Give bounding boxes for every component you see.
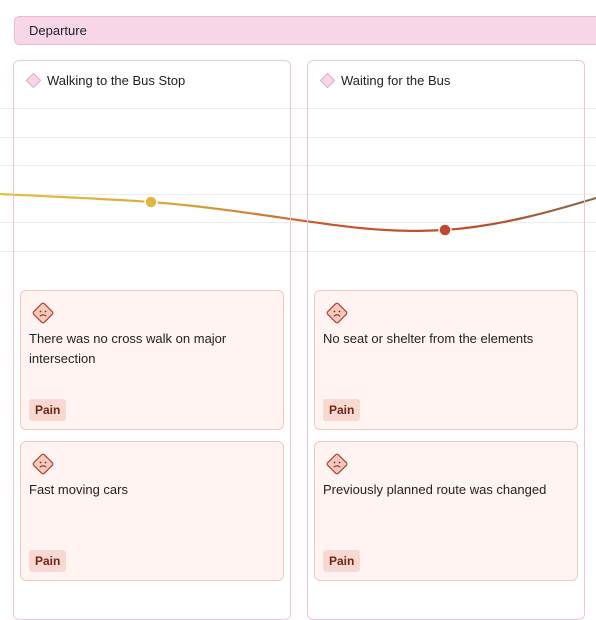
emotion-chart (0, 108, 596, 252)
pain-icon (31, 301, 55, 330)
step-title: Walking to the Bus Stop (47, 73, 186, 88)
card-tag: Pain (323, 550, 361, 572)
card-text: No seat or shelter from the elements (323, 331, 534, 346)
pain-card: No seat or shelter from the elements Pain (314, 290, 578, 430)
page: Departure Walking to the Bus Stop There w… (0, 16, 596, 620)
pain-card: There was no cross walk on major interse… (20, 290, 284, 430)
emotion-point (438, 223, 452, 237)
card-tag: Pain (323, 399, 361, 421)
pain-icon (31, 452, 55, 481)
pain-icon (325, 301, 349, 330)
pain-card: Previously planned route was changed Pain (314, 441, 578, 581)
card-text: Previously planned route was changed (323, 482, 547, 497)
step-icon (319, 72, 336, 89)
step-column: Waiting for the Bus No seat or shelter fr… (307, 60, 585, 620)
emotion-curve (0, 192, 596, 232)
card-tag: Pain (29, 550, 67, 572)
pain-icon (325, 452, 349, 481)
pain-card: Fast moving cars Pain (20, 441, 284, 581)
step-icon (25, 72, 42, 89)
stage-header: Departure (14, 16, 596, 45)
card-text: There was no cross walk on major interse… (29, 331, 227, 366)
card-text: Fast moving cars (29, 482, 128, 497)
step-title: Waiting for the Bus (341, 73, 451, 88)
emotion-point (144, 195, 158, 209)
step-column: Walking to the Bus Stop There was no cros… (13, 60, 291, 620)
card-tag: Pain (29, 399, 67, 421)
